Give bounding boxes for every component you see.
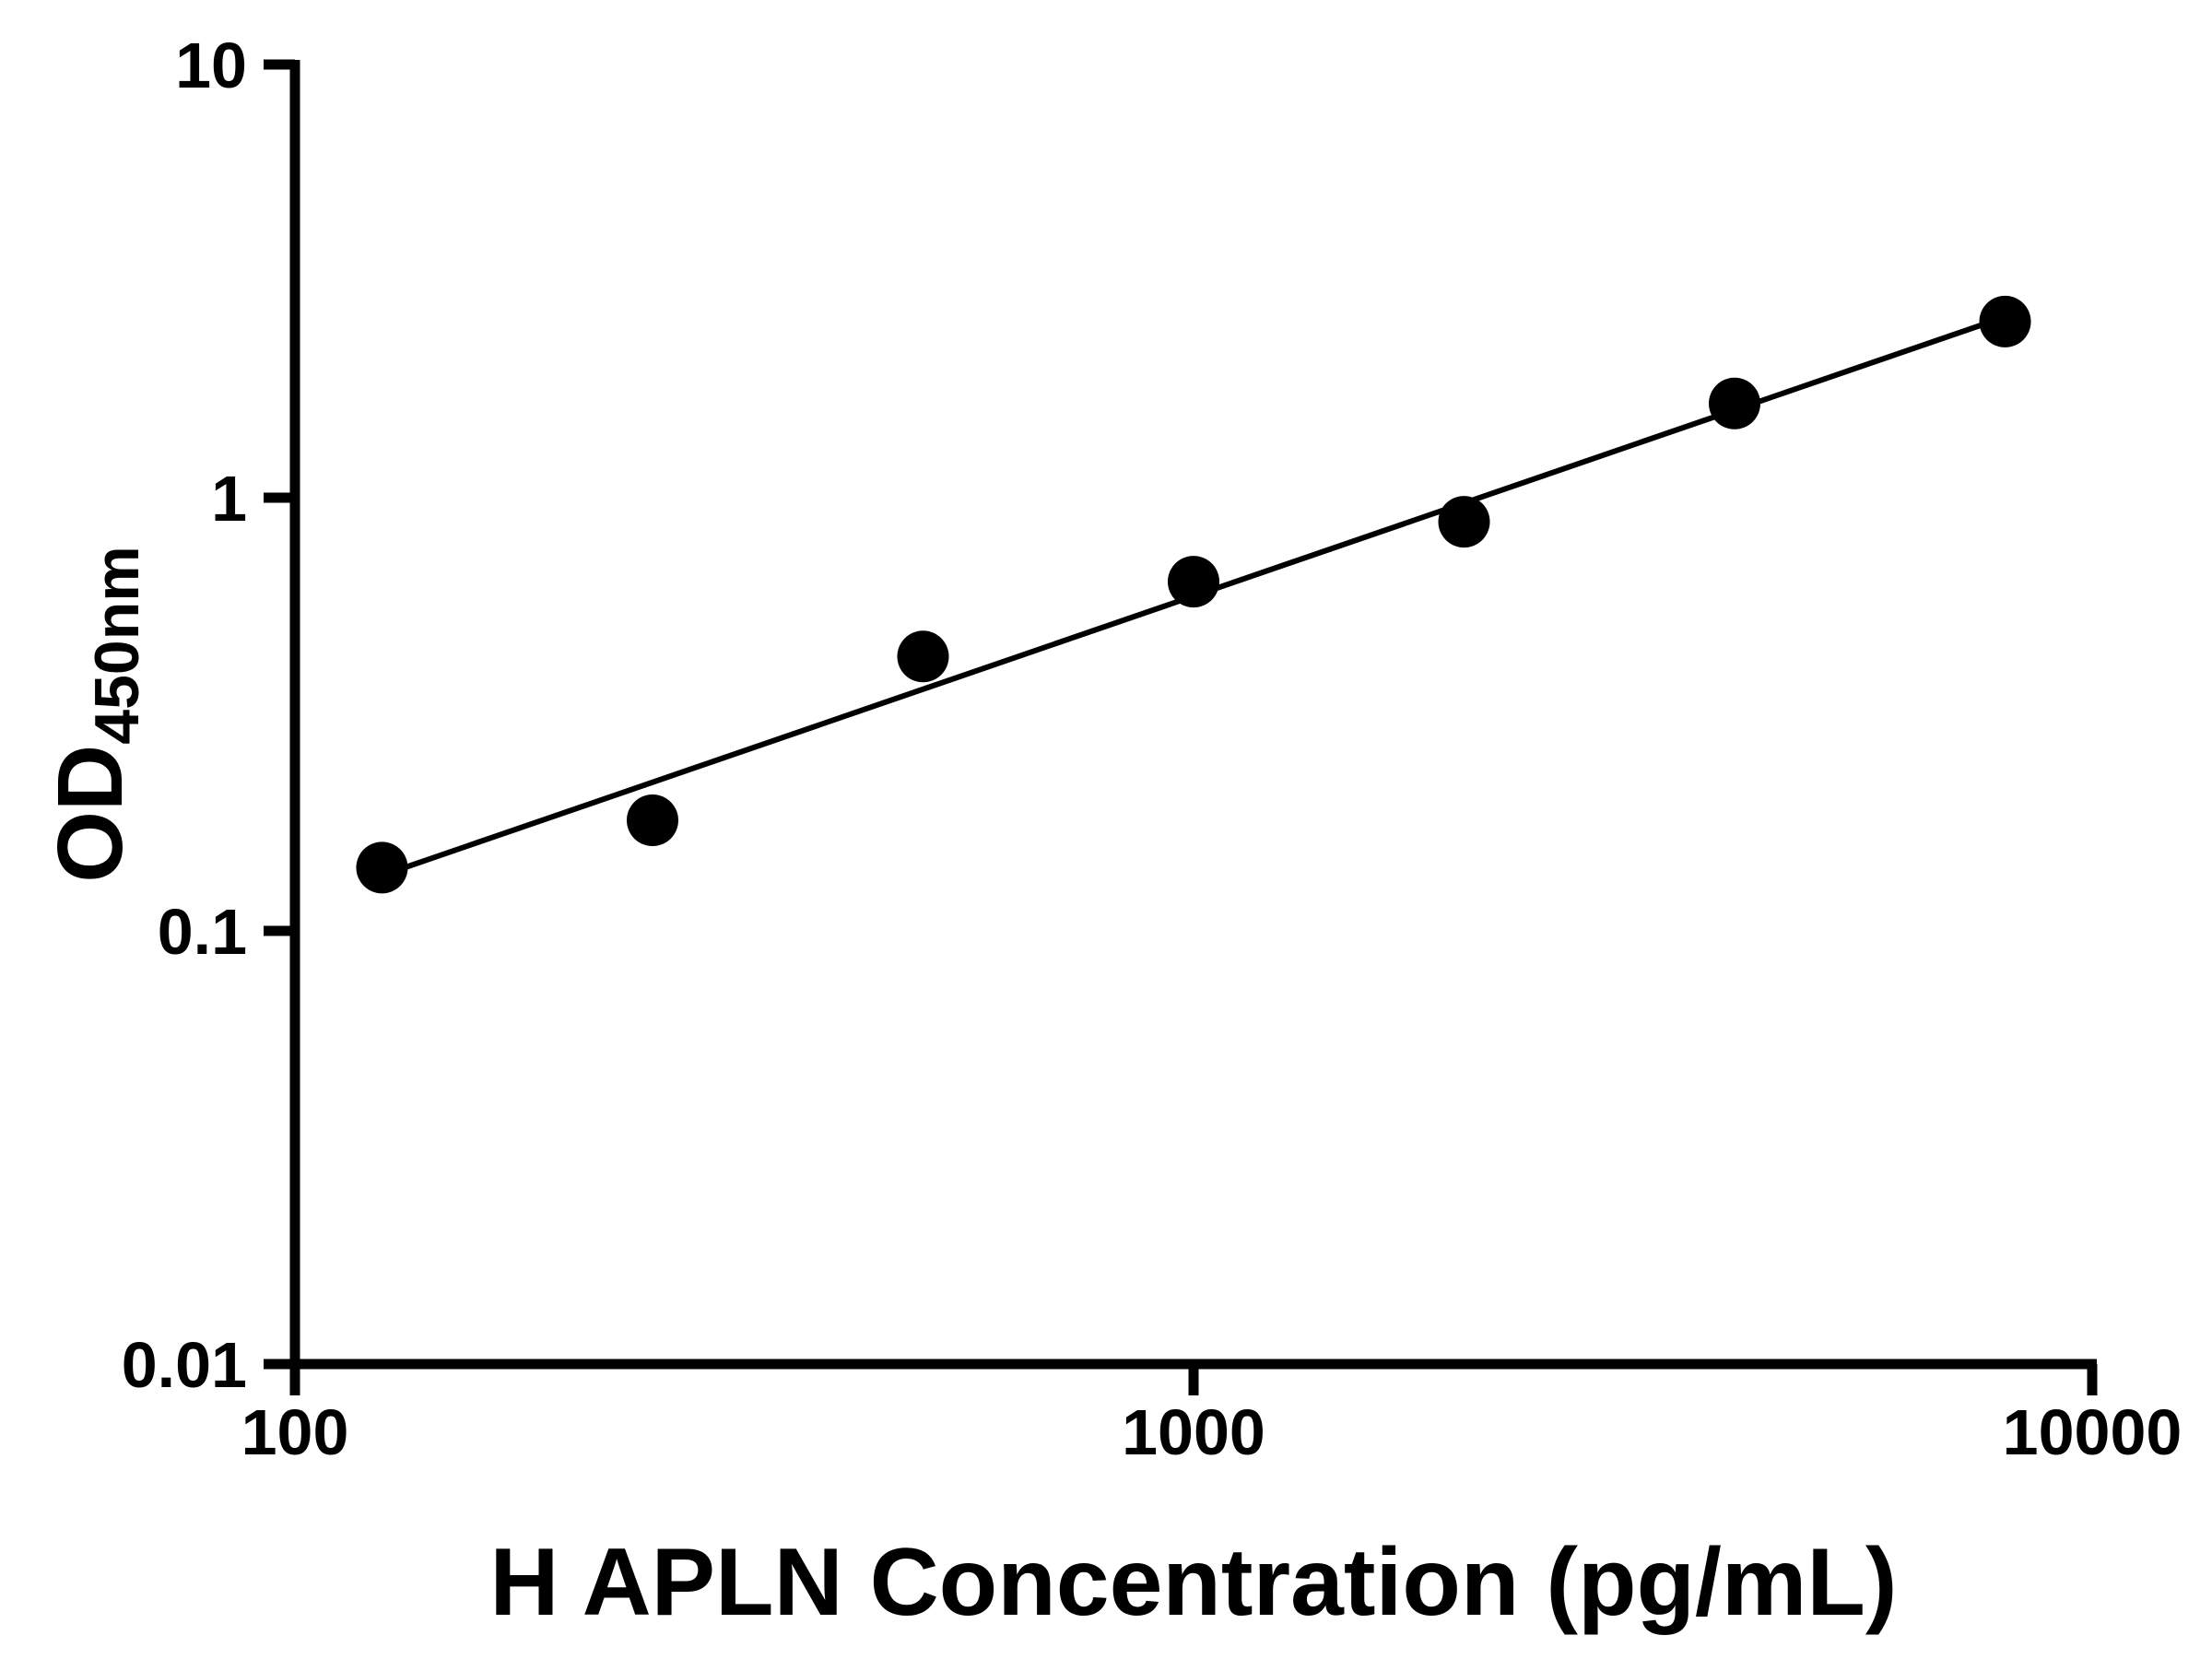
x-ticks xyxy=(289,1364,2098,1395)
y-tick-label: 1 xyxy=(211,463,247,535)
y-axis-title-sub: 450nm xyxy=(82,546,152,744)
y-tick-label: 0.01 xyxy=(122,1329,247,1401)
data-point xyxy=(1438,496,1490,548)
y-axis-title: OD450nm xyxy=(39,546,152,882)
data-point xyxy=(356,841,408,894)
y-tick-label: 0.1 xyxy=(158,896,247,968)
data-point xyxy=(1168,556,1219,608)
x-axis-title: H APLN Concentration (pg/mL) xyxy=(489,1529,1897,1636)
y-ticks xyxy=(264,59,295,1370)
data-points xyxy=(356,295,2031,894)
x-tick-labels: 100 1000 10000 xyxy=(241,1396,2183,1468)
data-point xyxy=(626,794,678,847)
data-point xyxy=(1709,377,1761,429)
data-point xyxy=(897,630,949,683)
y-axis-title-main: OD xyxy=(39,745,142,883)
axes xyxy=(289,60,2097,1370)
y-tick-labels: 0.01 0.1 1 10 xyxy=(122,29,247,1401)
x-tick-label: 100 xyxy=(241,1396,349,1468)
y-tick-label: 10 xyxy=(175,29,247,101)
data-point xyxy=(1979,295,2031,347)
x-tick-label: 10000 xyxy=(2003,1396,2183,1468)
x-tick-label: 1000 xyxy=(1122,1396,1265,1468)
